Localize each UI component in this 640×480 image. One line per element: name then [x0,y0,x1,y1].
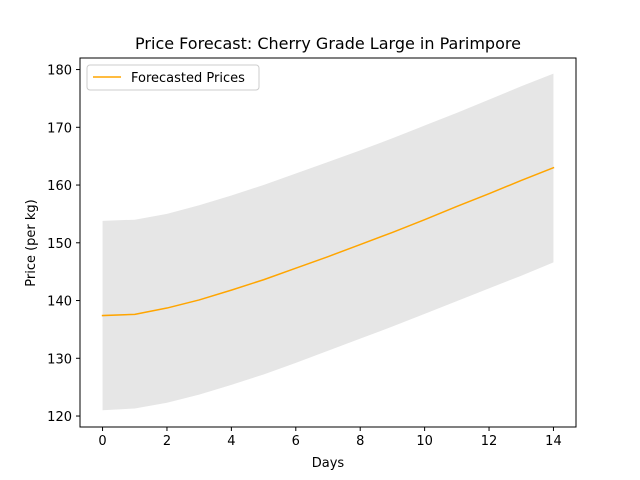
y-tick-label: 140 [47,295,72,310]
y-axis-label: Price (per kg) [24,199,39,287]
x-tick-label: 14 [545,434,562,449]
x-axis-label: Days [312,456,345,471]
x-tick-label: 4 [227,434,235,449]
x-tick-label: 2 [163,434,171,449]
y-tick-label: 170 [47,121,72,136]
series-line-layer [101,166,555,317]
x-axis: 0 2 4 6 8 10 12 14 [98,427,562,449]
y-tick-label: 180 [47,64,72,79]
confidence-band-layer [102,73,554,411]
confidence-band [102,73,554,411]
legend-box [86,64,260,91]
series-line-forecasted-prices [101,166,555,317]
y-axis: 120 130 140 150 160 170 180 [47,64,80,425]
y-tick-label: 130 [47,352,72,367]
x-tick-label: 12 [481,434,498,449]
legend: Forecasted Prices [86,64,260,91]
y-tick-label: 160 [47,179,72,194]
y-tick-label: 150 [47,237,72,252]
x-tick-label: 8 [356,434,364,449]
x-tick-label: 10 [416,434,433,449]
x-tick-label: 6 [292,434,300,449]
x-tick-label: 0 [98,434,106,449]
legend-label-forecasted-prices: Forecasted Prices [131,71,245,86]
y-tick-label: 120 [47,410,72,425]
chart-title: Price Forecast: Cherry Grade Large in Pa… [135,34,521,53]
